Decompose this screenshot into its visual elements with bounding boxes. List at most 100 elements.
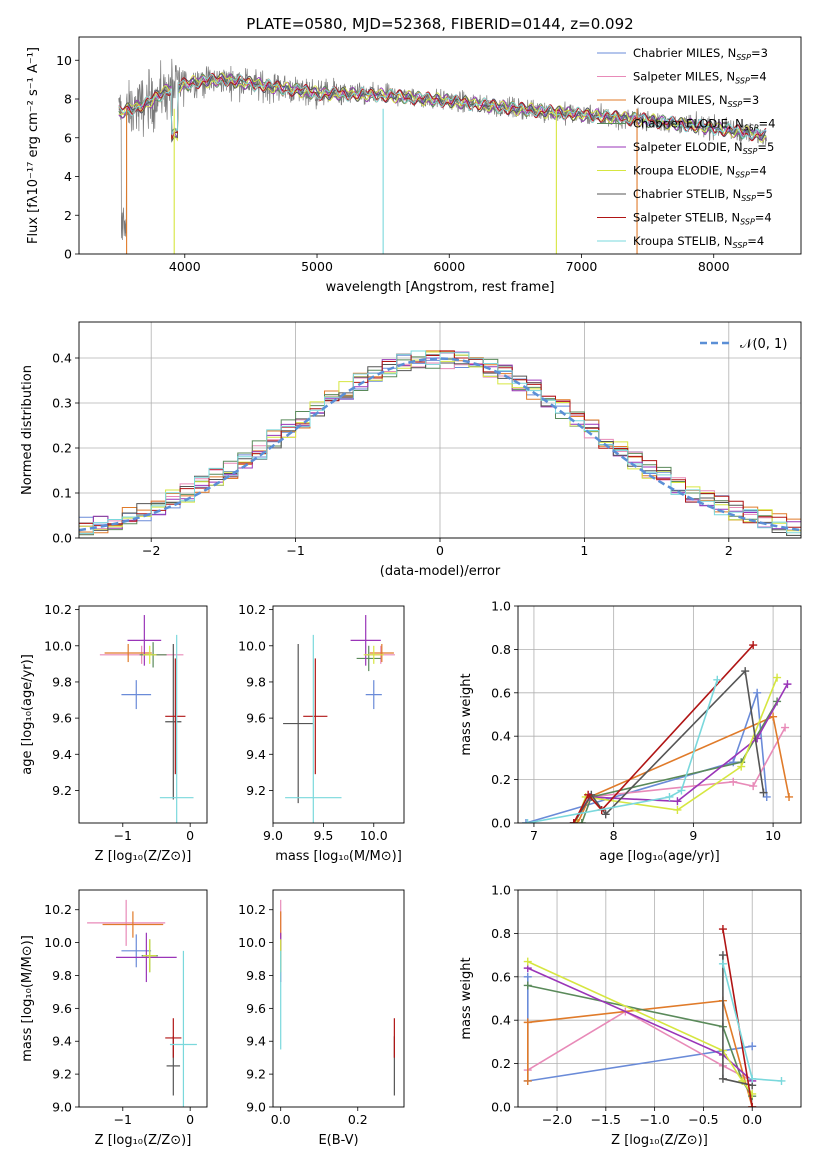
plot-area bbox=[79, 350, 801, 536]
errorbar-point bbox=[283, 643, 314, 804]
x-tick-label: −2.0 bbox=[542, 1112, 572, 1127]
y-tick-label: 9.2 bbox=[52, 783, 72, 798]
model-spectrum-8 bbox=[118, 74, 767, 139]
x-tick-label: 0 bbox=[436, 543, 444, 558]
y-tick-label: 0.4 bbox=[491, 1013, 511, 1028]
y-tick-label: 0.2 bbox=[491, 772, 511, 787]
x-tick-label: 4000 bbox=[169, 259, 201, 274]
legend-model-name: Salpeter STELIB, N bbox=[633, 211, 740, 225]
legend-model-name: Chabrier STELIB, N bbox=[633, 187, 741, 201]
legend-model-name: Kroupa MILES, N bbox=[633, 93, 728, 107]
weight-marker bbox=[718, 925, 727, 934]
weight-series-4 bbox=[523, 964, 757, 1085]
model-spectrum-5 bbox=[118, 72, 767, 143]
plot-area bbox=[118, 58, 767, 254]
y-tick-label: 0.2 bbox=[491, 1056, 511, 1071]
y-axis-label: mass weight bbox=[459, 673, 474, 755]
y-axis-label: mass [log₁₀(M/M⊙)] bbox=[20, 935, 35, 1062]
x-tick-label: 0.0 bbox=[742, 1112, 762, 1127]
weight-line bbox=[525, 692, 768, 823]
y-axis-label: Normed distribution bbox=[20, 365, 35, 495]
y-tick-label: 0.4 bbox=[52, 351, 72, 366]
y-tick-label: 9.2 bbox=[246, 1067, 266, 1082]
errorbar-point bbox=[127, 615, 162, 666]
y-tick-label: 9.6 bbox=[246, 1001, 266, 1016]
weight-line bbox=[527, 984, 753, 1097]
x-tick-label: −1.5 bbox=[591, 1112, 621, 1127]
y-tick-label: 0.0 bbox=[491, 1100, 511, 1115]
weight-marker bbox=[748, 1042, 757, 1051]
weight-marker bbox=[773, 673, 782, 682]
y-tick-label: 2 bbox=[64, 208, 72, 223]
chart-weight_vs_Z: −2.0 −1.5 −1.0 −0.5 0.0 0.0 0.2 0.4 0.6 0.8 1.0 Z [… bbox=[459, 883, 802, 1148]
x-axis-label: E(B-V) bbox=[318, 1133, 358, 1148]
axes-frame bbox=[517, 889, 802, 1108]
chart-mass_vs_ebv: 0.0 0.2 9.0 9.2 9.4 9.6 9.8 10.0 10.2 E(B-V) bbox=[238, 889, 405, 1148]
weight-marker bbox=[748, 1103, 757, 1107]
legend-subscript: SSP bbox=[741, 194, 756, 203]
y-tick-label: 9.6 bbox=[52, 1001, 72, 1016]
y-tick-label: 6 bbox=[64, 130, 72, 145]
y-axis-label: age [log₁₀(age/yr)] bbox=[20, 654, 35, 775]
x-tick-label: 9.5 bbox=[313, 828, 333, 843]
weight-marker bbox=[523, 819, 532, 823]
legend-entry: Kroupa ELODIE, NSSP=4 bbox=[633, 164, 767, 180]
x-tick-label: 6000 bbox=[433, 259, 465, 274]
plot-area bbox=[521, 641, 794, 823]
x-tick-label: −2 bbox=[142, 543, 160, 558]
y-tick-label: 9.8 bbox=[52, 674, 72, 689]
chart-spectrum: 4000 5000 6000 7000 8000 0 2 4 6 8 10 wavelength [A… bbox=[26, 36, 802, 295]
legend-nssp: =5 bbox=[757, 140, 774, 154]
axes-frame bbox=[517, 605, 802, 824]
y-tick-label: 9.0 bbox=[246, 1100, 266, 1115]
weight-marker bbox=[569, 819, 578, 823]
x-tick-label: −0.5 bbox=[688, 1112, 718, 1127]
weight-line bbox=[527, 1010, 753, 1082]
weight-line bbox=[573, 683, 789, 823]
y-tick-label: 0 bbox=[64, 247, 72, 262]
x-tick-label: 0 bbox=[186, 828, 194, 843]
y-tick-label: 9.4 bbox=[246, 1034, 266, 1049]
chart-mass_vs_Z: −1 0 9.0 9.2 9.4 9.6 9.8 10.0 10.2 Z [log₁₀(Z/Z⊙)… bbox=[20, 889, 208, 1148]
weight-line bbox=[577, 715, 790, 823]
x-tick-label: 8 bbox=[610, 828, 618, 843]
x-tick-label: 1 bbox=[580, 543, 588, 558]
errorbar-point bbox=[143, 939, 157, 973]
errorbar-point bbox=[285, 634, 342, 823]
errorbar-point bbox=[87, 899, 166, 946]
legend-subscript: SSP bbox=[735, 77, 750, 86]
weight-line bbox=[527, 960, 753, 1095]
legend-model-name: Kroupa ELODIE, N bbox=[633, 164, 735, 178]
y-tick-label: 9.8 bbox=[246, 674, 266, 689]
y-tick-label: 10.0 bbox=[238, 638, 266, 653]
weight-marker bbox=[523, 981, 532, 990]
weight-marker bbox=[673, 797, 682, 806]
weight-marker bbox=[729, 758, 738, 767]
weight-marker bbox=[584, 790, 593, 799]
legend-entry: Chabrier MILES, NSSP=3 bbox=[633, 46, 768, 62]
legend-subscript: SSP bbox=[733, 241, 748, 250]
legend-entry: Salpeter MILES, NSSP=4 bbox=[633, 70, 767, 86]
errorbar-point bbox=[356, 645, 381, 672]
weight-marker bbox=[737, 762, 746, 771]
weight-marker bbox=[523, 972, 532, 981]
weight-line bbox=[573, 644, 754, 823]
plot-area bbox=[283, 615, 395, 823]
model-spectrum-6 bbox=[118, 73, 767, 143]
errorbar-point bbox=[365, 680, 382, 710]
legend-model-name: Salpeter ELODIE, N bbox=[633, 140, 743, 154]
legend-entry: Chabrier ELODIE, NSSP=4 bbox=[633, 117, 775, 133]
chart-weight_vs_age: 7 8 9 10 0.0 0.2 0.4 0.6 0.8 1.0 age [log₁₀(age/yr… bbox=[459, 599, 802, 864]
weight-marker bbox=[718, 1074, 727, 1083]
weight-marker bbox=[665, 792, 674, 801]
x-tick-label: −1.0 bbox=[639, 1112, 669, 1127]
plot-area bbox=[523, 925, 786, 1107]
y-tick-label: 10.2 bbox=[44, 602, 72, 617]
weight-line bbox=[589, 727, 786, 798]
y-tick-label: 9.2 bbox=[52, 1067, 72, 1082]
weight-series-0 bbox=[523, 972, 757, 1085]
x-tick-label: 9 bbox=[689, 828, 697, 843]
weight-marker bbox=[523, 957, 532, 966]
weight-marker bbox=[523, 1076, 532, 1085]
axes-frame bbox=[78, 889, 208, 1108]
